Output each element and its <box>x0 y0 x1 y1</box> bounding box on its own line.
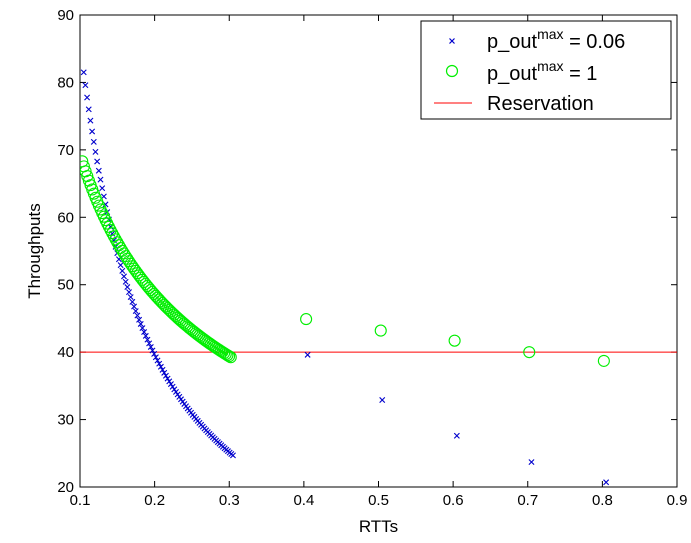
data-point-x <box>85 106 92 113</box>
data-point-x <box>89 128 96 135</box>
data-point-x <box>152 354 159 361</box>
y-tick-label: 40 <box>57 344 74 361</box>
data-point-x <box>82 82 89 89</box>
y-tick-label: 90 <box>57 7 74 24</box>
data-point-x <box>161 369 168 376</box>
data-point-x <box>131 303 138 310</box>
legend-marker-x <box>449 38 455 44</box>
legend-label-pout-0.06: p_outmax = 0.06 <box>487 26 625 53</box>
data-point-x <box>94 158 101 165</box>
data-point-x <box>99 185 106 192</box>
x-tick-label: 0.1 <box>70 492 91 509</box>
data-point-x <box>149 347 156 354</box>
data-point-circle <box>300 313 313 326</box>
y-tick-label: 80 <box>57 74 74 91</box>
data-point-circle <box>223 350 236 363</box>
data-point-x <box>132 308 139 315</box>
data-point-x <box>124 284 131 291</box>
data-point-x <box>90 138 97 145</box>
data-point-x <box>229 452 236 459</box>
data-point-circle <box>523 346 536 359</box>
y-tick-label: 20 <box>57 479 74 496</box>
data-point-x <box>137 320 144 327</box>
data-point-x <box>379 397 386 404</box>
x-tick-label: 0.7 <box>517 492 538 509</box>
y-tick-label: 50 <box>57 277 74 294</box>
data-point-circle <box>448 334 461 347</box>
legend: p_outmax = 0.06 p_outmax = 1 Reservation <box>420 20 672 120</box>
data-point-x <box>154 357 161 364</box>
data-point-circle <box>221 349 234 362</box>
x-tick-label: 0.4 <box>293 492 314 509</box>
data-point-x <box>142 332 149 339</box>
x-tick-label: 0.6 <box>443 492 464 509</box>
x-tick-label: 0.2 <box>144 492 165 509</box>
data-point-circle <box>374 324 387 337</box>
series-pout-1 <box>80 155 610 367</box>
data-point-x <box>127 294 134 301</box>
data-point-x <box>146 340 153 347</box>
legend-label-pout-1: p_outmax = 1 <box>487 58 597 85</box>
data-point-x <box>126 289 132 296</box>
data-point-x <box>122 278 129 285</box>
data-point-x <box>139 325 146 332</box>
data-point-x <box>157 363 164 370</box>
data-point-x <box>97 176 104 183</box>
data-point-x <box>147 343 154 350</box>
data-point-x <box>129 298 136 305</box>
data-point-x <box>95 167 102 174</box>
data-point-x <box>87 117 94 124</box>
data-point-x <box>162 372 169 379</box>
x-tick-label: 0.5 <box>368 492 389 509</box>
tick-labels: 0.1 0.2 0.3 0.4 0.5 0.6 0.7 0.8 0.9 20 30 40 50 60 70 8… <box>57 7 687 509</box>
x-tick-label: 0.3 <box>219 492 240 509</box>
data-point-x <box>166 378 173 385</box>
data-point-x <box>117 262 124 269</box>
data-point-x <box>120 273 127 280</box>
data-point-x <box>453 432 460 439</box>
data-point-x <box>119 267 126 274</box>
data-point-x <box>304 351 311 358</box>
data-point-x <box>164 375 171 382</box>
data-point-x <box>136 316 143 323</box>
data-point-x <box>156 360 163 367</box>
x-tick-label: 0.8 <box>592 492 613 509</box>
data-point-x <box>603 479 610 486</box>
data-point-circle <box>224 351 237 364</box>
data-point-x <box>84 94 91 101</box>
data-point-x <box>80 69 87 76</box>
y-tick-label: 70 <box>57 142 74 159</box>
data-point-x <box>134 312 141 319</box>
data-point-x <box>92 148 99 155</box>
data-point-x <box>141 329 148 336</box>
legend-marker-circle <box>445 64 459 78</box>
data-point-x <box>144 336 151 343</box>
data-point-x <box>528 459 535 466</box>
data-point-x <box>169 383 176 390</box>
data-point-circle <box>597 354 610 367</box>
legend-label-reservation: Reservation <box>487 93 594 115</box>
series-pout-0.06 <box>80 69 610 486</box>
data-point-circle <box>106 227 119 240</box>
data-point-x <box>159 366 166 373</box>
x-axis-label: RTTs <box>359 517 398 536</box>
data-point-x <box>167 381 174 388</box>
x-tick-label: 0.9 <box>667 492 688 509</box>
y-axis-label: Throughputs <box>25 203 44 298</box>
y-tick-label: 60 <box>57 209 74 226</box>
data-point-x <box>151 350 158 357</box>
y-tick-label: 30 <box>57 412 74 429</box>
